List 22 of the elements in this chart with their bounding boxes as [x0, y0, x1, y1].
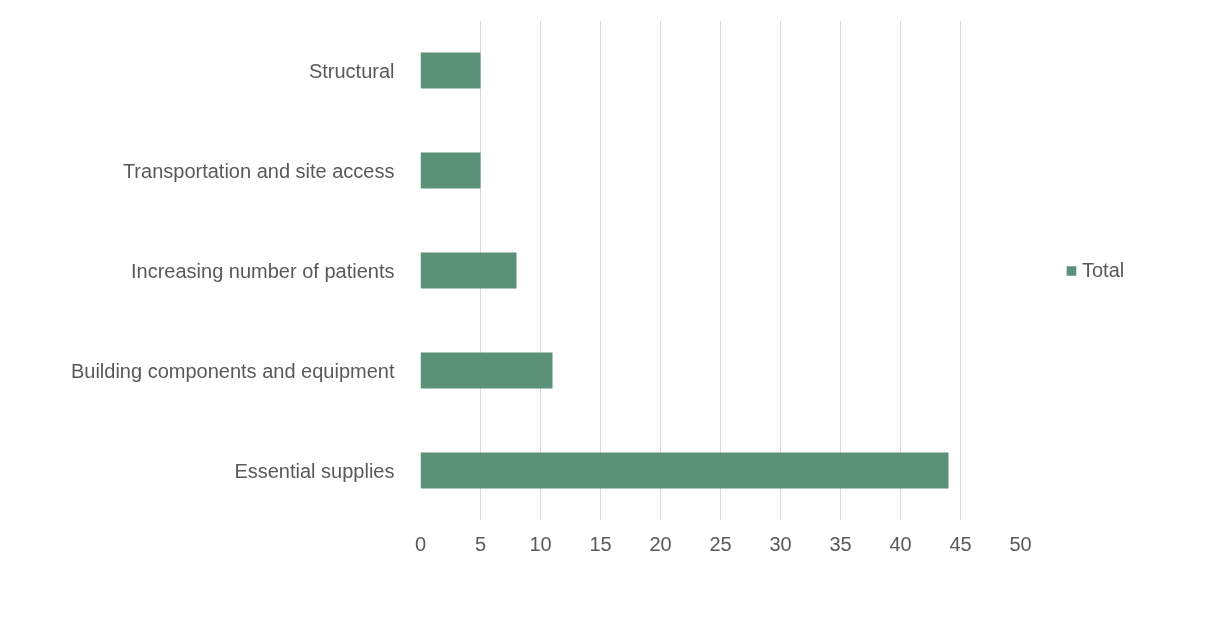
y-tick-label: Building components and equipment	[70, 359, 395, 382]
x-tick-label: 5	[474, 532, 487, 555]
x-tick-label: 15	[589, 532, 612, 555]
x-tick-label: 20	[649, 532, 672, 555]
x-tick-label: 45	[949, 532, 972, 555]
x-tick-label: 30	[769, 532, 792, 555]
x-tick-label: 10	[529, 532, 552, 555]
bar	[420, 52, 481, 89]
legend-label: Total	[1082, 258, 1125, 282]
x-tick-label: 40	[889, 532, 912, 555]
x-tick-label: 0	[414, 532, 427, 555]
bar	[420, 352, 553, 389]
y-tick-label: Increasing number of patients	[131, 259, 395, 282]
y-tick-label: Structural	[308, 59, 395, 82]
x-tick-label: 50	[1009, 532, 1032, 555]
bar	[420, 452, 949, 489]
bar	[420, 152, 481, 189]
x-tick-label: 25	[709, 532, 732, 555]
y-tick-label: Essential supplies	[234, 459, 395, 482]
bar	[420, 252, 517, 289]
x-tick-label: 35	[829, 532, 852, 555]
y-tick-label: Transportation and site access	[122, 159, 395, 182]
